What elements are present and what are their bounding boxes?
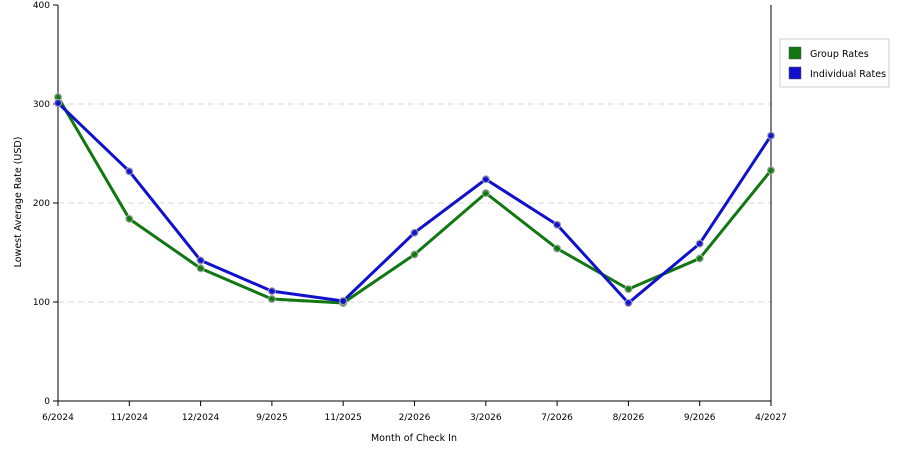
grid-layer [58, 103, 771, 303]
data-point [481, 189, 490, 198]
data-point [339, 297, 348, 306]
x-tick-label: 2/2026 [399, 413, 431, 423]
data-point [624, 298, 633, 307]
legend-swatch [788, 46, 802, 60]
data-point [410, 228, 419, 237]
series-individual-rates [54, 99, 775, 307]
x-tick-label: 11/2024 [111, 413, 149, 423]
legend-label: Group Rates [810, 49, 869, 60]
x-tick-label: 3/2026 [470, 413, 502, 423]
data-point [267, 295, 276, 304]
x-tick-label: 4/2027 [755, 413, 787, 423]
x-tick-label: 9/2025 [256, 413, 288, 423]
data-point [695, 239, 704, 248]
series-layer [54, 93, 775, 307]
data-point [54, 99, 62, 108]
x-tick-label: 8/2026 [613, 413, 645, 423]
legend: Group Rates Individual Rates [779, 38, 890, 88]
data-point [767, 166, 775, 175]
data-point [196, 264, 205, 273]
data-point [481, 175, 490, 184]
data-point [767, 131, 775, 140]
data-point [196, 256, 205, 265]
data-point [624, 285, 633, 294]
legend-items: Group Rates Individual Rates [788, 46, 886, 80]
data-point [125, 167, 134, 176]
data-point [410, 250, 419, 259]
y-tick-label: 100 [33, 298, 50, 308]
data-point [695, 254, 704, 263]
series-group-rates [54, 93, 775, 307]
legend-label: Individual Rates [810, 69, 886, 80]
x-tick-label: 9/2026 [684, 413, 716, 423]
data-point [553, 244, 562, 253]
y-axis-title: Lowest Average Rate (USD) [13, 137, 24, 268]
x-tick-label: 7/2026 [541, 413, 573, 423]
legend-swatch [788, 66, 802, 80]
axes-layer [57, 5, 772, 402]
x-tick-label: 11/2025 [325, 413, 362, 423]
y-tick-label: 400 [33, 1, 50, 11]
data-point [267, 287, 276, 296]
x-tick-label: 6/2024 [42, 413, 74, 423]
ticks-layer: 0 100 200 300 400 6/2024 11/2024 12/2024 9/2025 1… [33, 1, 787, 423]
y-tick-label: 0 [44, 397, 50, 407]
x-tick-label: 12/2024 [182, 413, 220, 423]
x-axis-title: Month of Check In [371, 433, 457, 444]
series-line-individual-rates [56, 101, 773, 305]
y-tick-label: 200 [33, 199, 50, 209]
y-tick-label: 300 [33, 100, 50, 110]
data-point [125, 214, 134, 223]
data-point [553, 220, 562, 229]
